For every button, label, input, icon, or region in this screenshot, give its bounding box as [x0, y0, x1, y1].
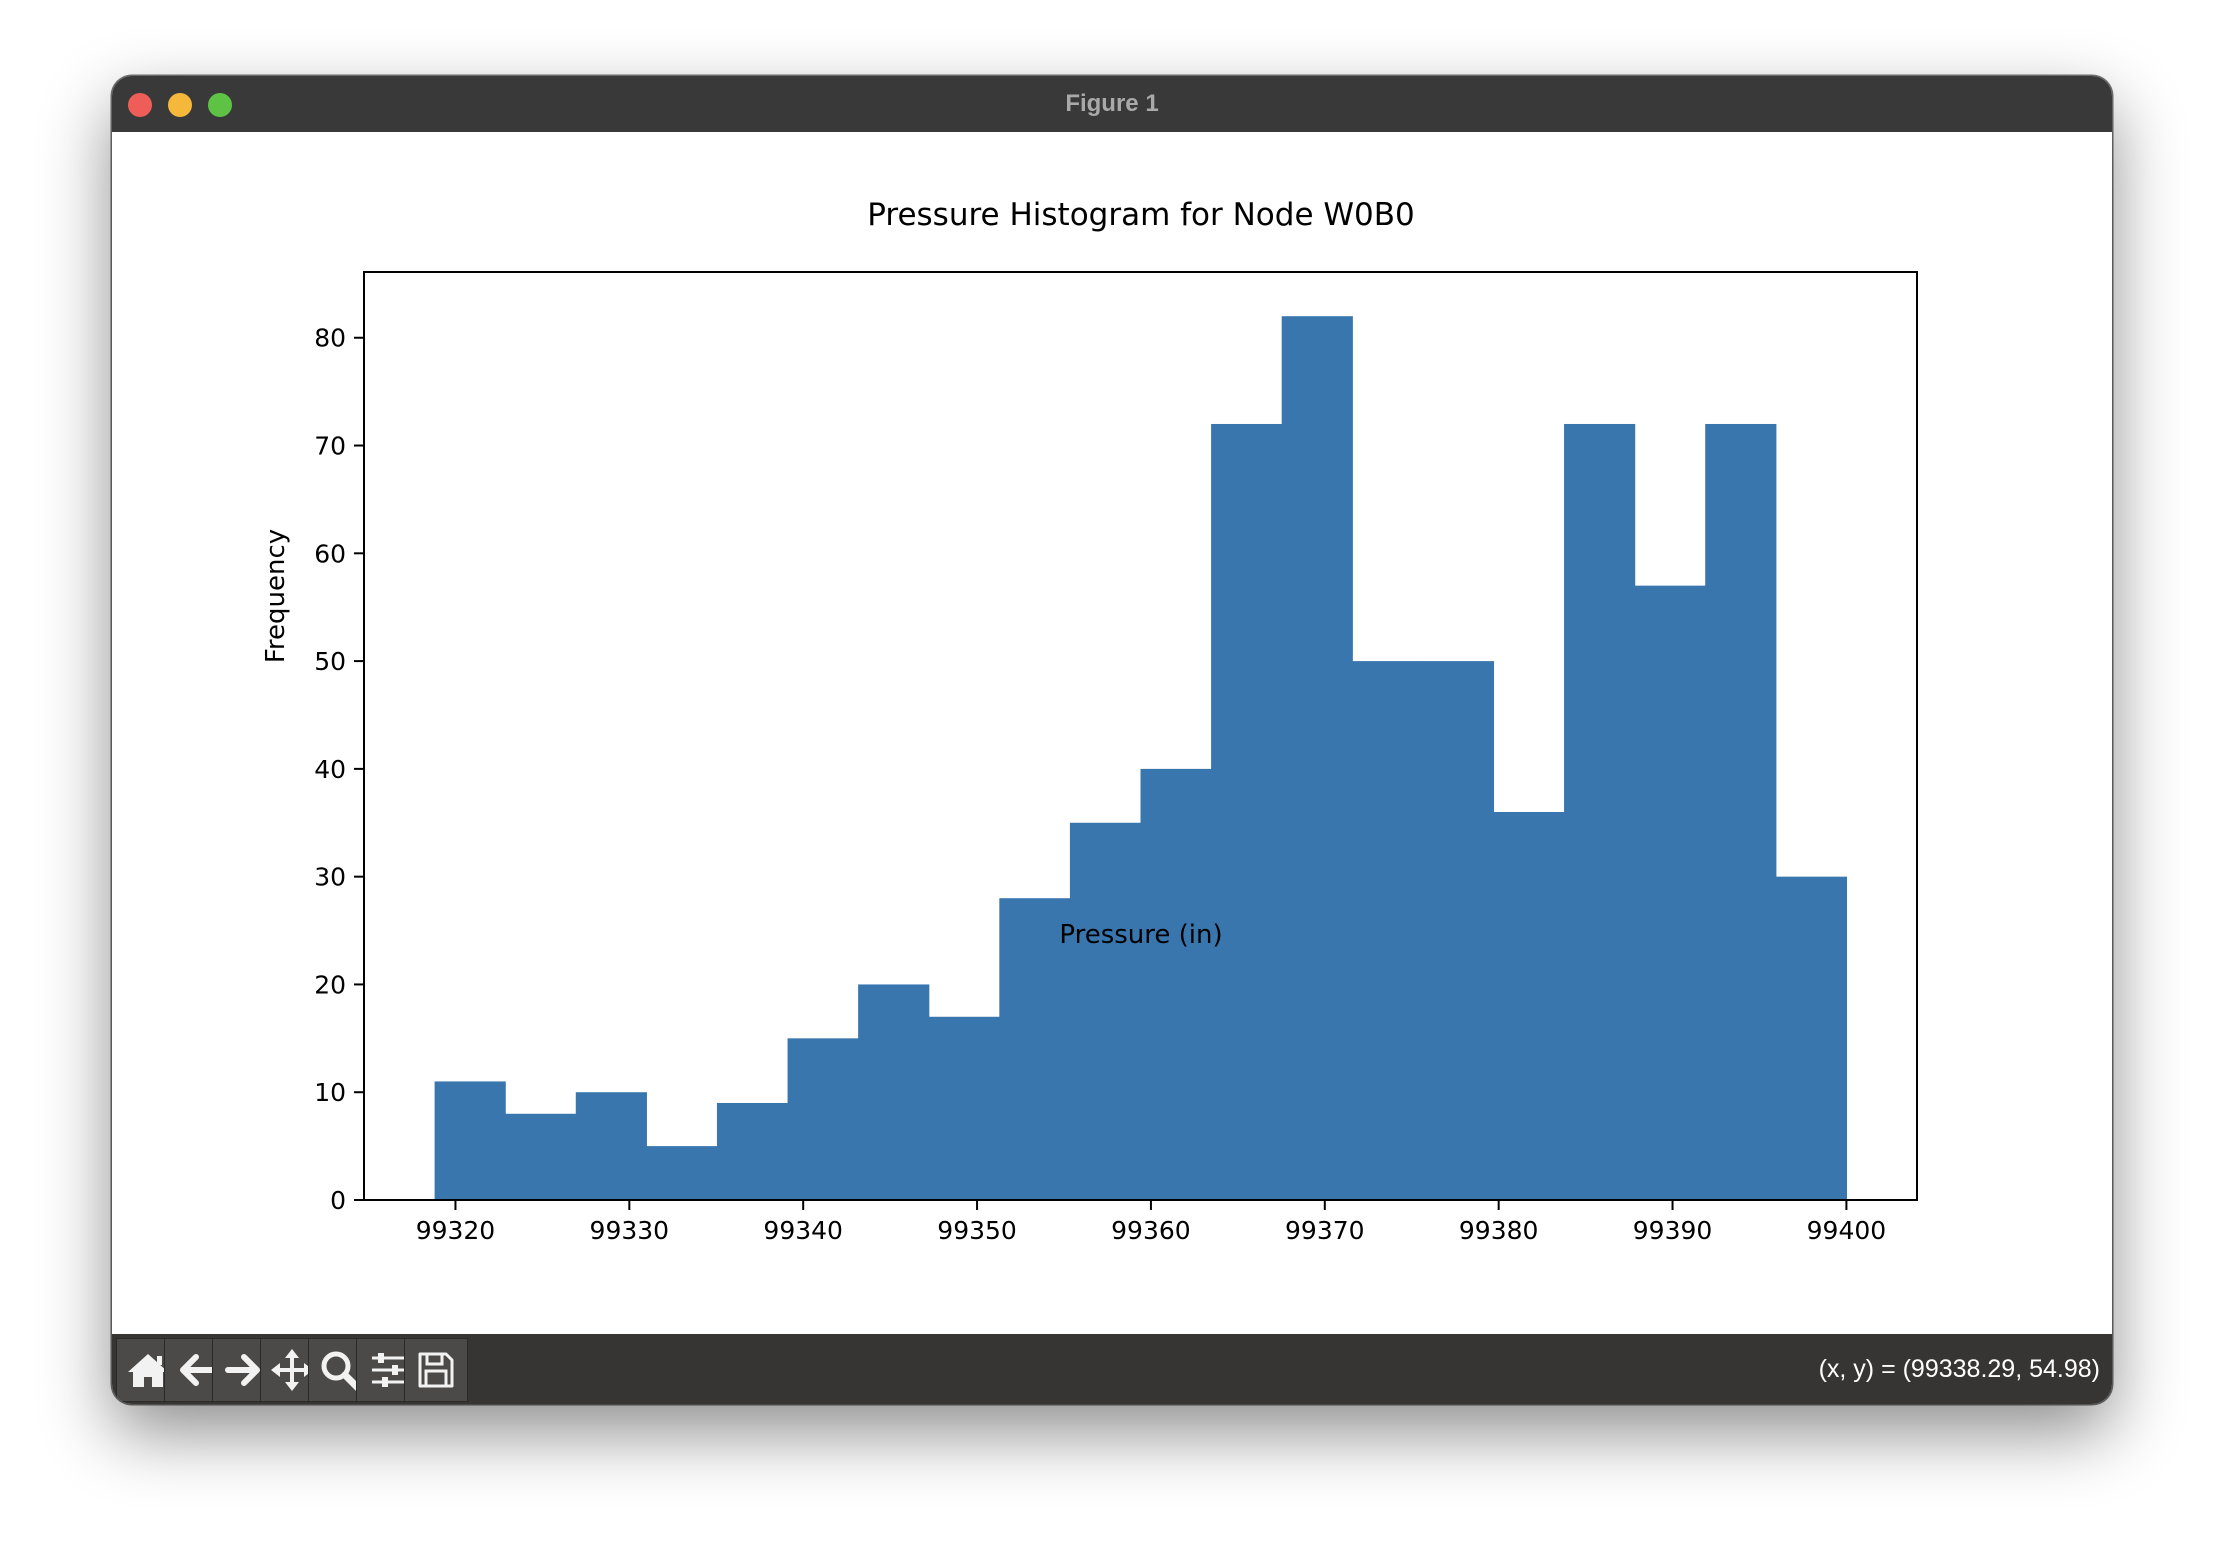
window-title: Figure 1 [1065, 90, 1159, 117]
histogram-bar [1422, 661, 1495, 1200]
histogram-bars [434, 316, 1848, 1200]
histogram-bar [1705, 423, 1777, 1200]
x-tick-label: 99350 [937, 1216, 1017, 1245]
histogram-bar [858, 984, 930, 1200]
y-tick-label: 0 [330, 1186, 346, 1215]
figure-canvas[interactable]: Pressure Histogram for Node W0B0 99320 99… [112, 132, 2112, 1334]
histogram-bar [1281, 316, 1353, 1200]
toolbar: (x, y) = (99338.29, 54.98) [112, 1334, 2112, 1404]
x-axis-ticks: 99320 99330 99340 99350 99360 99370 99380 99390… [416, 1200, 1886, 1245]
y-axis-ticks: 0 10 20 30 40 50 60 70 80 [314, 324, 364, 1215]
x-tick-label: 99400 [1807, 1216, 1887, 1245]
y-tick-label: 10 [314, 1078, 346, 1107]
y-tick-label: 60 [314, 539, 346, 568]
histogram-chart: Pressure Histogram for Node W0B0 99320 99… [261, 197, 1918, 1245]
arrow-left-icon [180, 1354, 215, 1386]
minimize-window-button[interactable] [168, 93, 192, 117]
magnifier-icon [321, 1351, 362, 1392]
histogram-bar [1775, 876, 1848, 1200]
title-bar: Figure 1 [112, 76, 2112, 132]
histogram-bar [1069, 822, 1142, 1200]
figure-window: Figure 1 Pressure Histogram for Node W0B… [112, 76, 2112, 1404]
histogram-bar [716, 1102, 789, 1200]
x-tick-label: 99330 [590, 1216, 670, 1245]
arrow-right-icon [225, 1354, 260, 1386]
histogram-bar [1352, 661, 1424, 1200]
x-axis-label: Pressure (in) [1059, 920, 1222, 950]
x-tick-label: 99360 [1111, 1216, 1191, 1245]
histogram-bar [646, 1146, 718, 1200]
x-tick-label: 99380 [1459, 1216, 1539, 1245]
histogram-bar [434, 1081, 506, 1200]
cursor-coordinates: (x, y) = (99338.29, 54.98) [1818, 1355, 2100, 1383]
move-icon [271, 1349, 313, 1391]
x-tick-label: 99390 [1633, 1216, 1713, 1245]
y-tick-label: 20 [314, 970, 346, 999]
histogram-bar [928, 1016, 1000, 1200]
x-tick-label: 99320 [416, 1216, 496, 1245]
histogram-bar [575, 1092, 647, 1200]
close-window-button[interactable] [128, 93, 152, 117]
x-tick-label: 99340 [763, 1216, 843, 1245]
y-tick-label: 80 [314, 324, 346, 353]
floppy-disk-icon [418, 1352, 454, 1388]
histogram-bar [999, 898, 1071, 1200]
x-tick-label: 99370 [1285, 1216, 1365, 1245]
save-button[interactable] [404, 1338, 468, 1402]
y-axis-label: Frequency [261, 529, 291, 663]
home-icon [128, 1354, 168, 1387]
histogram-bar [505, 1113, 577, 1200]
histogram-bar [1634, 585, 1706, 1200]
y-tick-label: 40 [314, 755, 346, 784]
axes-frame [363, 271, 1918, 1201]
y-tick-label: 50 [314, 647, 346, 676]
y-tick-label: 70 [314, 432, 346, 461]
sliders-icon [372, 1353, 404, 1387]
histogram-bar [1493, 811, 1565, 1200]
histogram-bar [787, 1038, 859, 1200]
chart-title: Pressure Histogram for Node W0B0 [867, 197, 1415, 233]
histogram-bar [1140, 768, 1212, 1200]
y-tick-label: 30 [314, 863, 346, 892]
maximize-window-button[interactable] [208, 93, 232, 117]
histogram-bar [1564, 423, 1636, 1200]
histogram-bar [1211, 423, 1283, 1200]
